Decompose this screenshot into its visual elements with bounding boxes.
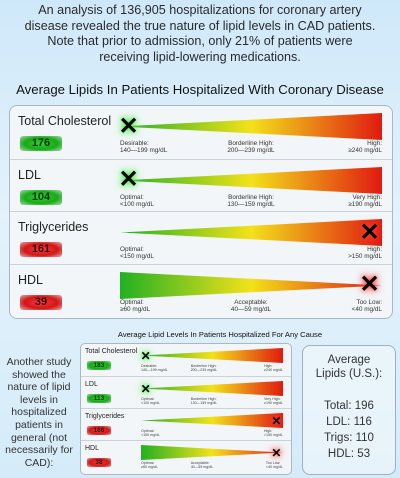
mini-row: LDL 113 ✕ Optimal: <100 mg/dL Borderline Hig… [81,376,291,409]
average-total: Total: 196 [324,400,374,412]
main-row: LDL 104 ✕ Optimal: <100 mg/dL Borderline Hig… [10,158,392,213]
main-threshold-label: Acceptable: 40—59 mg/dL [230,298,272,313]
main-threshold-label: Desirable: 140—199 mg/dL [120,140,168,155]
main-value-badge: 176 [20,136,62,151]
mini-threshold-label: High: ≥240 mg/dL [264,364,283,373]
main-threshold-label: Optimal: <150 mg/dL [120,246,154,261]
mini-gradient-wedge [141,413,283,428]
mini-threshold-label: Optimal: <100 mg/dL [141,397,161,406]
intro-line-1: An analysis of 136,905 hospitalizations … [38,3,362,17]
x-mark-icon: ✕ [359,218,380,246]
main-wedge-shape [120,219,382,246]
main-value-badge: 161 [20,242,62,257]
main-wedge-shape [120,166,382,194]
mini-value-badge: 38 [87,458,111,467]
x-mark-icon: ✕ [118,112,139,140]
main-gradient-wedge [120,166,382,194]
average-lipids-title: Average Lipids (U.S.): [303,353,395,381]
x-mark-icon: ✕ [271,413,282,428]
side-note: Another study showed the nature of lipid… [5,356,73,469]
main-row-label: HDL [18,272,44,287]
intro-text: An analysis of 136,905 hospitalizations … [6,3,394,65]
mini-value-badge: 166 [87,426,111,435]
main-value-badge: 104 [20,189,62,205]
mini-row: Total Cholesterol 183 ✕ Desirable: 140—199 … [81,344,291,376]
main-chart-title: Average Lipids In Patients Hospitalized … [16,82,384,97]
mini-value-badge: 183 [87,361,111,370]
mini-value-badge: 113 [87,394,111,403]
mini-chart-title: Average Lipid Levels In Patients Hospita… [117,330,323,339]
main-row-label: Triglycerides [18,220,89,234]
mini-threshold-label: Optimal: <150 mg/dL [141,429,161,438]
mini-threshold-label: Acceptable: 40—59 mg/dL [190,461,214,470]
mini-row: HDL 38 ✕ Optimal: ≥60 mg/dL Acceptable: 40—5… [81,440,291,473]
mini-threshold-label: Desirable: 140—199 mg/dL [141,364,168,373]
mini-lipid-panel: Total Cholesterol 183 ✕ Desirable: 140—199 … [80,343,292,475]
mini-wedge-shape [141,381,283,396]
main-threshold-label: Too Low: <40 mg/dL [351,298,382,313]
x-mark-icon: ✕ [140,348,151,363]
main-threshold-label: Optimal: ≥60 mg/dL [120,298,151,313]
main-threshold-label: High: >150 mg/dL [348,246,382,261]
intro-line-2: disease revealed the true nature of lipi… [24,18,376,33]
mini-row-label: LDL [85,381,98,388]
main-threshold-label: Very High: ≥190 mg/dL [348,193,382,208]
main-wedge-shape [120,271,382,299]
x-mark-icon: ✕ [118,166,139,193]
x-mark-icon: ✕ [271,445,282,460]
main-row: Triglycerides 161 ✕ Optimal: <150 mg/dL High… [10,211,392,265]
mini-row-label: HDL [85,445,100,452]
average-lipids-box: Average Lipids (U.S.): Total: 196 LDL: 1… [302,345,396,475]
main-threshold-label: High: ≥240 mg/dL [348,140,382,155]
x-mark-icon: ✕ [140,381,151,396]
mini-threshold-label: Borderline High: 200—239 mg/dL [190,364,218,373]
average-hdl: HDL: 53 [327,448,371,460]
mini-wedge-shape [141,348,283,363]
main-row-label: LDL [18,167,41,182]
mini-wedge-shape [141,413,283,428]
main-row-label: Total Cholesterol [18,114,112,128]
mini-threshold-label: Very High: ≥190 mg/dL [264,397,283,406]
average-title-line-1: Average [327,354,371,366]
x-mark-icon: ✕ [359,271,380,298]
mini-threshold-label: High: >150 mg/dL [263,429,283,438]
main-row: Total Cholesterol 176 ✕ Desirable: 140—199 … [10,106,392,159]
mini-gradient-wedge [141,381,283,396]
main-gradient-wedge [120,219,382,246]
main-threshold-label: Borderline High: 200—239 mg/dL [227,140,275,155]
main-threshold-label: Borderline High: 130—159 mg/dL [227,193,275,208]
main-lipid-panel: Total Cholesterol 176 ✕ Desirable: 140—199 … [9,105,393,319]
main-wedge-shape [120,113,382,140]
average-title-line-2: Lipids (U.S.): [315,368,383,380]
main-gradient-wedge [120,113,382,140]
mini-gradient-wedge [141,445,283,460]
mini-threshold-label: Too Low: <40 mg/dL [265,461,283,470]
mini-gradient-wedge [141,348,283,363]
mini-row-label: Total Cholesterol [85,348,138,355]
intro-line-4: receiving lipid-lowering medications. [99,49,301,64]
mini-threshold-label: Optimal: ≥60 mg/dL [141,461,158,470]
main-gradient-wedge [120,271,382,299]
main-value-badge: 39 [20,294,62,310]
intro-line-3: Note that prior to admission, only 21% o… [47,34,353,48]
mini-wedge-shape [141,445,283,460]
mini-row: Triglycerides 166 ✕ Optimal: <150 mg/dL High… [81,408,291,441]
mini-row-label: Triglycerides [85,413,125,420]
mini-threshold-label: Borderline High: 130—159 mg/dL [190,397,218,406]
main-row: HDL 39 ✕ Optimal: ≥60 mg/dL Acceptable: 40—5… [10,263,392,318]
average-trigs: Trigs: 110 [324,432,374,444]
average-ldl: LDL: 116 [326,416,372,428]
main-threshold-label: Optimal: <100 mg/dL [120,193,154,208]
